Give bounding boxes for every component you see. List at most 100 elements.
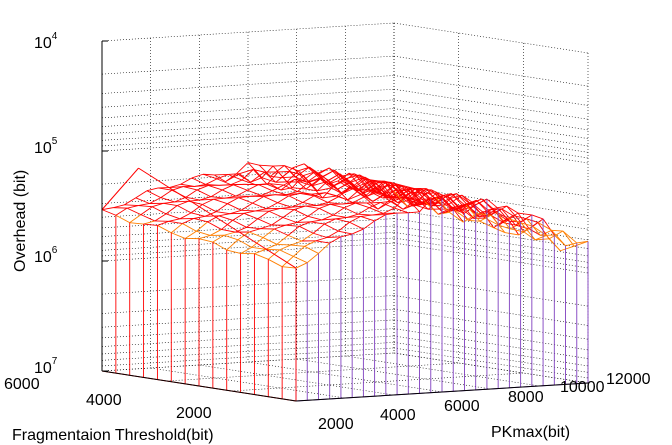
mesh-line: [303, 171, 315, 176]
mesh-line: [196, 221, 208, 232]
grid-line: [393, 335, 589, 367]
grid-line: [166, 362, 459, 382]
mesh-line: [196, 189, 212, 198]
mesh-line: [252, 196, 264, 204]
mesh-line: [501, 208, 513, 216]
mesh-line: [163, 201, 175, 204]
mesh-line: [246, 226, 261, 230]
z-tick-label: 107: [34, 356, 58, 377]
mesh-line: [456, 193, 471, 205]
mesh-line: [157, 225, 172, 234]
mesh-line: [509, 222, 522, 230]
mesh-line: [240, 246, 253, 254]
mesh-line: [174, 200, 189, 203]
mesh-line: [356, 180, 372, 191]
grid-line: [393, 319, 589, 351]
mesh-line: [349, 221, 364, 230]
mesh-line: [335, 216, 347, 220]
x-tick-labels: 2000 4000 6000 8000 10000 12000: [318, 371, 651, 433]
mesh-line: [227, 174, 243, 181]
mesh-line: [562, 230, 575, 247]
x-tick-label: 4000: [380, 407, 416, 424]
mesh-line: [184, 230, 197, 239]
mesh-line: [360, 177, 375, 182]
x-tick-label: 2000: [318, 416, 354, 433]
mesh-line: [135, 197, 150, 204]
mesh-line: [520, 222, 536, 241]
z-axis-label: Overhead (bit): [12, 170, 29, 272]
mesh-line: [218, 215, 233, 221]
mesh-line: [348, 172, 364, 190]
y-axis-line: [101, 370, 297, 402]
mesh-line: [129, 222, 144, 225]
mesh-line: [265, 243, 278, 250]
mesh-line: [383, 207, 395, 214]
mesh-line: [319, 203, 331, 209]
mesh-line: [290, 244, 305, 247]
mesh-line: [216, 178, 231, 186]
mesh-line: [247, 162, 263, 178]
mesh-line: [215, 203, 228, 213]
mesh-line: [308, 178, 321, 183]
grid-line: [393, 308, 589, 340]
mesh-line: [285, 224, 300, 227]
mesh-line: [247, 162, 260, 166]
mesh-line: [537, 222, 552, 231]
mesh-line: [270, 165, 285, 177]
mesh-line: [504, 232, 519, 236]
mesh-line: [149, 197, 161, 204]
mesh-line: [255, 183, 270, 186]
mesh-line: [183, 186, 198, 191]
mesh-line: [380, 202, 395, 209]
mesh-line: [351, 228, 364, 235]
grid-line: [393, 55, 589, 87]
mesh-line: [329, 236, 342, 244]
mesh-line: [287, 225, 300, 236]
grid-line: [101, 165, 395, 185]
mesh-line: [302, 202, 317, 206]
mesh-line: [361, 182, 377, 194]
mesh-line: [353, 173, 369, 190]
mesh-line: [400, 189, 415, 206]
mesh-line: [288, 195, 303, 203]
mesh-line: [349, 215, 361, 223]
mesh-line: [451, 204, 466, 208]
mesh-line: [287, 234, 303, 242]
mesh-line: [476, 200, 491, 216]
mesh-line: [277, 195, 290, 204]
mesh-line: [294, 178, 307, 190]
mesh-line: [282, 217, 297, 223]
mesh-line: [468, 219, 480, 222]
mesh-line: [185, 189, 198, 198]
mesh-line: [398, 190, 414, 207]
mesh-line: [341, 202, 356, 205]
mesh-line: [279, 249, 294, 257]
grid-line: [393, 108, 589, 139]
mesh-line: [146, 187, 159, 192]
mesh-line: [344, 207, 359, 215]
mesh-line: [296, 221, 311, 223]
mesh-line: [396, 188, 411, 198]
mesh-line: [146, 190, 161, 199]
mesh-line: [463, 213, 478, 223]
mesh-line: [371, 192, 383, 199]
ridge-line: [101, 167, 139, 210]
mesh-line: [477, 212, 492, 216]
mesh-line: [327, 202, 342, 205]
mesh-line: [293, 255, 308, 264]
mesh-line: [274, 228, 289, 236]
mesh-line: [353, 185, 368, 197]
mesh-line: [295, 166, 310, 178]
mesh-line: [129, 214, 142, 224]
mesh-line: [395, 183, 410, 190]
mesh-line: [426, 195, 442, 203]
mesh-line: [540, 229, 552, 236]
mesh-line: [279, 244, 291, 251]
mesh-line: [223, 231, 236, 236]
mesh-line: [238, 197, 253, 204]
mesh-line: [437, 193, 452, 203]
mesh-line: [293, 245, 305, 257]
mesh-line: [406, 188, 422, 199]
mesh-line: [358, 213, 373, 216]
